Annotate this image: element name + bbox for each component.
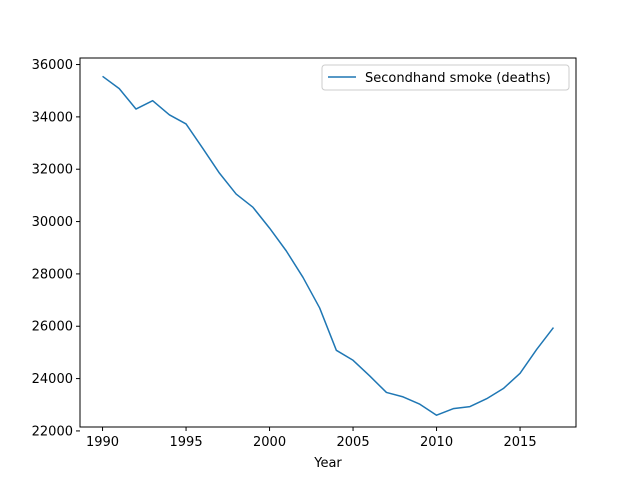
y-tick-label: 26000 bbox=[32, 320, 73, 335]
y-tick-label: 32000 bbox=[32, 163, 73, 178]
x-tick-label: 1995 bbox=[170, 435, 203, 450]
x-tick-label: 2000 bbox=[253, 435, 286, 450]
y-tick-label: 30000 bbox=[32, 215, 73, 230]
series-layer bbox=[102, 75, 555, 416]
legend-box bbox=[321, 64, 570, 91]
x-axis-ticks: 1990 1995 2000 2005 2010 2015 bbox=[86, 427, 537, 450]
y-tick-label: 28000 bbox=[32, 267, 73, 282]
y-tick-label: 34000 bbox=[32, 110, 73, 125]
series-line-0 bbox=[102, 75, 555, 416]
legend-label: Secondhand smoke (deaths) bbox=[365, 71, 551, 86]
y-tick-label: 22000 bbox=[32, 424, 73, 439]
x-tick-label: 1990 bbox=[86, 435, 119, 450]
x-axis-label: Year bbox=[313, 456, 342, 471]
y-axis-ticks: 22000 24000 26000 28000 30000 32000 34000 36000 bbox=[32, 58, 80, 439]
y-tick-label: 36000 bbox=[32, 58, 73, 73]
x-tick-label: 2010 bbox=[420, 435, 453, 450]
plot-frame bbox=[79, 57, 577, 428]
x-tick-label: 2015 bbox=[504, 435, 537, 450]
y-tick-label: 24000 bbox=[32, 372, 73, 387]
x-tick-label: 2005 bbox=[337, 435, 370, 450]
legend: Secondhand smoke (deaths) bbox=[321, 64, 570, 91]
